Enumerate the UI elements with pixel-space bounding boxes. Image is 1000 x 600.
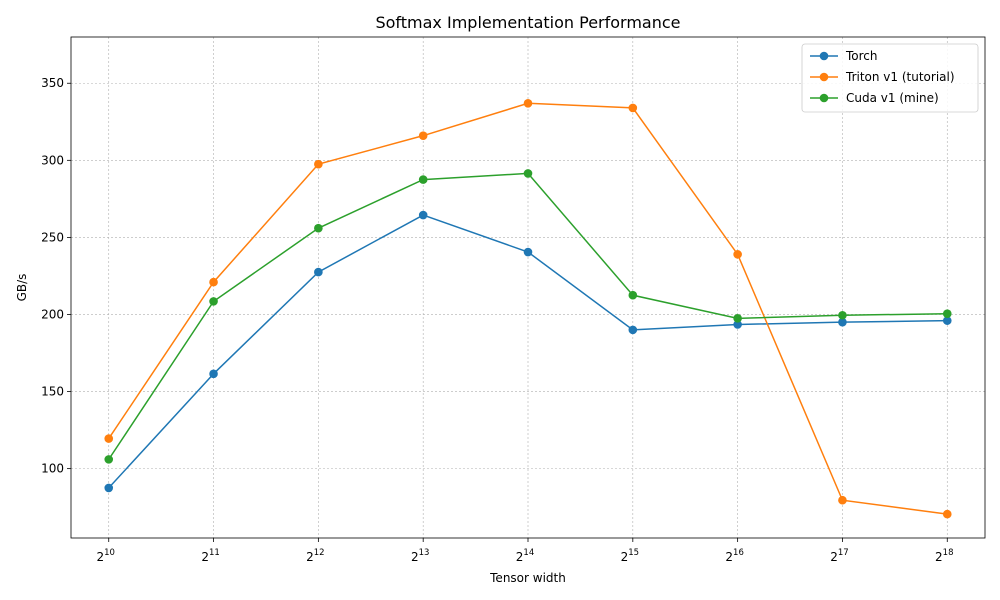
data-point — [942, 509, 952, 519]
y-axis-label: GB/s — [15, 274, 29, 302]
x-tick-label: 210 — [96, 548, 114, 564]
series-line — [108, 172, 948, 460]
data-point — [314, 223, 323, 233]
x-tick-label: 215 — [621, 548, 639, 564]
legend-marker — [819, 93, 829, 103]
data-point — [942, 309, 952, 319]
y-tick-label: 200 — [41, 307, 64, 321]
data-point — [838, 495, 847, 505]
x-tick-label: 214 — [516, 548, 534, 564]
data-point — [523, 247, 533, 257]
data-point — [733, 320, 742, 329]
data-point — [418, 131, 428, 140]
x-tick-label: 216 — [725, 548, 743, 564]
data-point — [209, 277, 218, 287]
series-0 — [104, 210, 952, 493]
data-point — [733, 314, 742, 323]
data-point — [314, 267, 323, 277]
data-point — [942, 316, 952, 325]
legend-item: Cuda v1 (mine) — [810, 91, 939, 105]
data-point — [628, 290, 638, 300]
series-1 — [104, 98, 952, 519]
legend-label: Triton v1 (tutorial) — [845, 70, 955, 84]
data-point — [628, 103, 638, 113]
legend-item: Triton v1 (tutorial) — [810, 70, 955, 84]
data-point — [104, 483, 114, 493]
x-tick-label: 213 — [411, 548, 429, 564]
legend-marker — [819, 51, 829, 61]
y-tick-label: 150 — [41, 385, 64, 399]
data-point — [418, 210, 428, 220]
data-point — [104, 455, 114, 464]
data-point — [838, 317, 847, 327]
data-point — [104, 434, 114, 443]
x-tick-label: 211 — [201, 548, 219, 564]
data-point — [628, 325, 638, 335]
x-tick-label: 218 — [935, 548, 953, 564]
data-point — [209, 369, 218, 379]
legend: Torch Triton v1 (tutorial) Cuda v1 (mine) — [801, 43, 979, 113]
data-point — [733, 250, 742, 259]
y-tick-label: 100 — [41, 462, 64, 476]
legend-item: Torch — [810, 49, 878, 63]
series-layer — [104, 98, 952, 519]
legend-label: Torch — [845, 49, 878, 63]
data-point — [523, 169, 533, 178]
x-tick-label: 217 — [830, 548, 848, 564]
legend-label: Cuda v1 (mine) — [846, 91, 939, 105]
data-point — [209, 297, 218, 306]
legend-marker — [819, 72, 829, 82]
y-tick-label: 300 — [41, 153, 64, 167]
legend-box — [801, 43, 979, 113]
series-line — [108, 102, 948, 515]
ticks: 210 211 212 213 214 215 216 217 218 100 150 200 250 3… — [41, 76, 953, 564]
data-point — [418, 175, 428, 184]
series-2 — [104, 169, 952, 464]
grid — [71, 37, 985, 538]
data-point — [314, 159, 323, 169]
data-point — [523, 98, 533, 108]
x-tick-label: 212 — [306, 548, 324, 564]
x-axis-label: Tensor width — [489, 571, 566, 585]
data-point — [838, 310, 847, 320]
chart-title: Softmax Implementation Performance — [375, 13, 680, 32]
y-tick-label: 350 — [41, 76, 64, 90]
y-tick-label: 250 — [41, 230, 64, 244]
